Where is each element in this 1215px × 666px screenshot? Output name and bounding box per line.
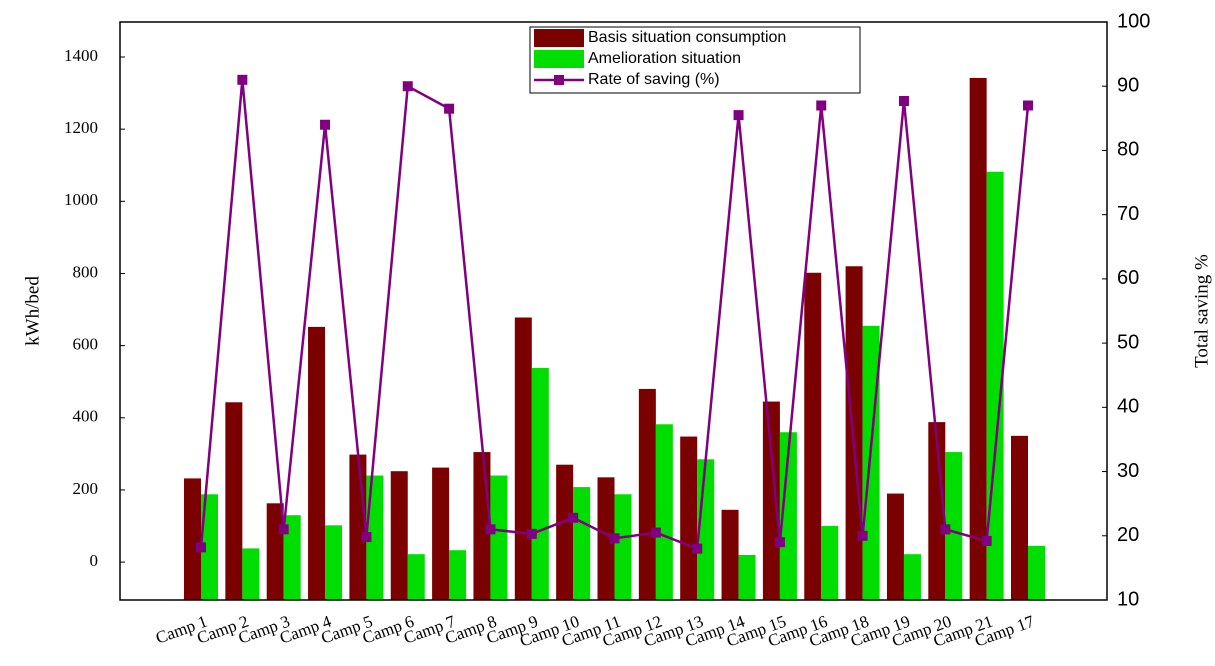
bar	[283, 515, 301, 600]
bar	[738, 554, 756, 600]
bar	[266, 503, 284, 600]
bar	[366, 475, 384, 600]
line-marker	[609, 533, 620, 544]
legend-swatch	[534, 29, 584, 47]
bar	[614, 494, 632, 600]
line-marker	[1023, 100, 1033, 111]
line-marker	[816, 100, 827, 111]
bar	[432, 467, 450, 600]
line-marker	[320, 119, 331, 130]
bar	[804, 272, 822, 600]
y2-axis-label: Total saving %	[1191, 254, 1212, 368]
bar	[762, 401, 780, 600]
line-marker	[278, 524, 289, 535]
y-tick-label: 400	[73, 407, 99, 426]
bar	[390, 471, 408, 600]
line-marker	[650, 527, 661, 538]
y-tick-label: 800	[73, 262, 99, 281]
legend-label: Rate of saving (%)	[588, 71, 720, 88]
line-marker	[361, 532, 372, 543]
bar	[779, 432, 797, 600]
bar	[928, 422, 946, 600]
line-marker	[444, 103, 455, 114]
bar	[680, 436, 698, 600]
line-marker	[402, 81, 413, 92]
bar	[969, 77, 987, 601]
bar	[597, 477, 615, 600]
line-marker	[898, 95, 909, 106]
line-marker	[196, 542, 206, 553]
bar	[886, 493, 904, 600]
y2-tick-label: 50	[1117, 331, 1139, 353]
bar	[308, 326, 326, 600]
bar	[325, 525, 343, 600]
y2-tick-label: 30	[1117, 460, 1139, 482]
bar	[201, 494, 218, 600]
bar	[862, 325, 880, 600]
bar	[1011, 435, 1028, 600]
bar	[1028, 545, 1045, 600]
line-marker	[940, 524, 951, 535]
y2-tick-label: 80	[1117, 139, 1139, 161]
legend-label: Amelioration situation	[588, 50, 741, 67]
bar	[225, 402, 243, 600]
bar	[903, 554, 921, 600]
plot-frame	[119, 21, 1108, 601]
y-tick-label: 200	[73, 479, 99, 498]
legend-label: Basis situation consumption	[588, 29, 786, 46]
bar	[242, 548, 260, 600]
line-marker	[692, 543, 703, 554]
y2-tick-label: 70	[1117, 203, 1139, 225]
bar	[490, 475, 508, 600]
bar	[845, 266, 863, 600]
y2-tick-label: 90	[1117, 75, 1139, 97]
line-marker	[733, 110, 744, 121]
y-tick-label: 0	[90, 551, 99, 570]
bar	[655, 424, 673, 600]
bar	[449, 550, 467, 600]
legend-swatch	[534, 50, 584, 68]
y-tick-label: 600	[73, 335, 99, 354]
bar	[407, 554, 425, 600]
bar	[531, 368, 549, 600]
line-marker	[568, 512, 579, 523]
line-marker	[857, 530, 868, 541]
y2-tick-label: 40	[1117, 396, 1139, 418]
y-tick-label: 1400	[64, 46, 98, 65]
legend-swatch	[554, 75, 564, 85]
y-axis-label: kWh/bed	[22, 276, 43, 346]
bar	[349, 454, 367, 600]
y2-tick-label: 20	[1117, 524, 1139, 546]
bar	[556, 464, 574, 600]
bar	[721, 509, 739, 600]
y2-tick-label: 100	[1117, 10, 1150, 32]
bar	[945, 452, 963, 600]
y2-tick-label: 10	[1117, 588, 1139, 610]
line-marker	[485, 524, 496, 535]
bar	[638, 388, 656, 600]
bar	[821, 526, 839, 600]
line-marker	[237, 74, 248, 85]
line-marker	[981, 535, 992, 546]
y-tick-label: 1200	[64, 118, 98, 137]
line-marker	[526, 528, 537, 539]
bar	[514, 317, 532, 600]
y-tick-label: 1000	[64, 190, 98, 209]
legend-box	[529, 26, 861, 94]
bar	[184, 478, 201, 600]
bar	[573, 487, 591, 600]
line-marker	[774, 537, 785, 548]
y2-tick-label: 60	[1117, 267, 1139, 289]
